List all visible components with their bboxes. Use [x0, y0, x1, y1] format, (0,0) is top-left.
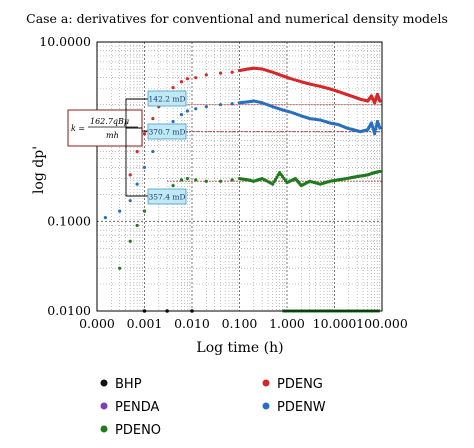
data-point — [171, 119, 175, 124]
x-tick-label: 100.000 — [356, 316, 408, 331]
data-point — [179, 80, 184, 84]
permeability-label-2: 370.7 mD — [147, 123, 187, 140]
svg-text:142.2 mD: 142.2 mD — [149, 95, 186, 104]
x-tick-label: 0.001 — [127, 316, 163, 331]
data-point — [230, 70, 234, 74]
data-point — [373, 132, 377, 136]
x-axis-ticks: 0.000 0.001 0.010 0.100 1.000 10.000 100.000 — [79, 316, 408, 331]
formula-numerator: 162.7qBμ — [90, 117, 129, 126]
y-tick-label: 0.0100 — [47, 303, 91, 318]
data-point — [204, 105, 208, 109]
data-point — [135, 182, 139, 186]
data-point — [271, 182, 275, 186]
svg-text:370.7 mD: 370.7 mD — [149, 128, 186, 137]
data-point — [142, 132, 147, 136]
data-point — [118, 209, 122, 213]
permeability-label-1: 142.2 mD — [147, 90, 187, 107]
data-point — [194, 107, 198, 111]
x-tick-label: 1.000 — [269, 316, 305, 331]
data-point — [218, 71, 223, 75]
data-point — [204, 73, 208, 77]
series-pdenw — [103, 99, 382, 220]
data-point — [378, 99, 382, 103]
data-point — [151, 149, 155, 154]
data-point — [218, 179, 223, 183]
data-point — [185, 176, 189, 181]
svg-text:BHP: BHP — [115, 377, 142, 392]
x-axis-label: Log time (h) — [196, 340, 283, 356]
y-tick-label: 0.1000 — [47, 213, 91, 228]
data-point — [185, 77, 189, 81]
legend: BHP PDENG PENDA PDENW PDENO — [100, 377, 326, 438]
svg-text:PENDA: PENDA — [115, 400, 160, 415]
legend-item-bhp: BHP — [100, 377, 142, 392]
y-axis-label: log dp' — [31, 146, 47, 194]
data-point — [128, 239, 132, 243]
data-point — [151, 116, 155, 121]
series-pdeno — [118, 169, 382, 270]
series-pdeng — [128, 66, 382, 177]
data-point — [194, 76, 198, 80]
y-axis-title: log dp' — [31, 146, 47, 194]
formula-lhs: k = — [71, 124, 85, 133]
data-point — [230, 102, 234, 106]
reference-lines — [144, 104, 382, 182]
data-point — [179, 113, 184, 117]
grid — [96, 41, 383, 312]
data-point — [230, 178, 234, 182]
data-point — [218, 103, 223, 107]
data-point — [272, 180, 276, 184]
svg-text:PDENO: PDENO — [115, 423, 161, 438]
x-tick-label: 10.000 — [313, 316, 357, 331]
data-point — [185, 109, 189, 113]
data-point — [103, 216, 107, 220]
data-point — [135, 149, 139, 154]
permeability-label-3: 357.4 mD — [147, 188, 187, 205]
series-layer — [103, 66, 382, 313]
x-tick-label: 0.010 — [174, 316, 210, 331]
legend-item-pdenw: PDENW — [262, 400, 326, 415]
data-point — [135, 223, 139, 228]
data-point — [142, 209, 147, 213]
svg-text:PDENG: PDENG — [277, 377, 323, 392]
legend-item-pdeno: PDENO — [100, 423, 161, 438]
data-point — [194, 178, 198, 182]
legend-item-pdeng: PDENG — [262, 377, 323, 392]
data-point — [276, 173, 280, 177]
data-point — [378, 169, 382, 174]
chart-title: Case a: derivatives for conventional and… — [26, 11, 448, 26]
data-point — [179, 178, 184, 182]
data-point — [373, 129, 377, 133]
svg-text:357.4 mD: 357.4 mD — [149, 193, 186, 202]
y-tick-label: 10.0000 — [39, 34, 91, 49]
data-point — [374, 127, 378, 131]
legend-item-penda: PENDA — [100, 400, 160, 415]
data-point — [275, 175, 279, 179]
data-point — [128, 199, 132, 203]
svg-text:PDENW: PDENW — [277, 400, 326, 415]
data-point — [142, 165, 147, 169]
bracket-connectors — [125, 98, 148, 197]
data-point — [374, 124, 378, 128]
formula-denominator: mh — [106, 131, 119, 140]
data-point — [118, 266, 122, 270]
data-point — [128, 173, 132, 177]
x-tick-label: 0.000 — [79, 316, 115, 331]
data-point — [204, 179, 208, 183]
data-point — [171, 86, 175, 90]
x-tick-label: 0.100 — [222, 316, 258, 331]
data-point — [273, 177, 278, 182]
plot-frame — [96, 41, 383, 312]
data-point — [378, 126, 382, 130]
data-point — [171, 184, 175, 188]
